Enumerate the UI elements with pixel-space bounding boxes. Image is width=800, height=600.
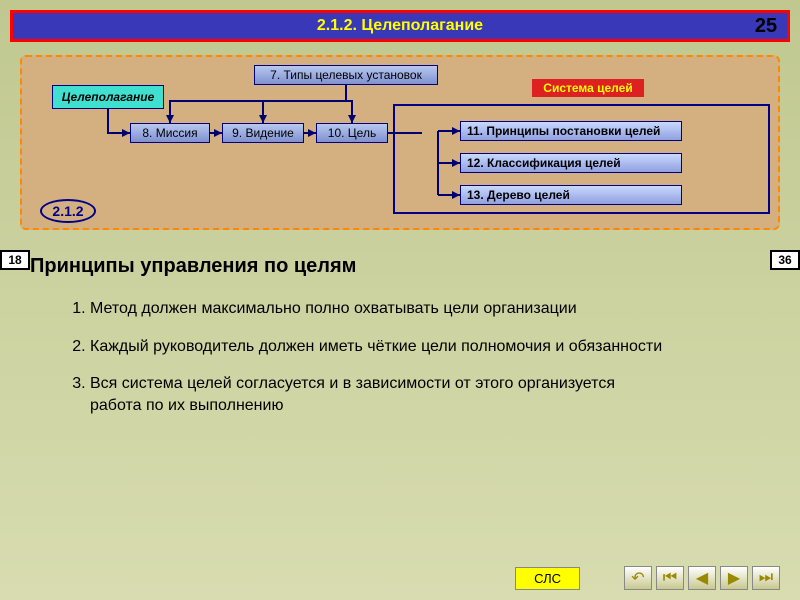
content-area: Принципы управления по целям Метод долже… [30,255,770,432]
diagram-panel: Целеполагание 7. Типы целевых установок … [20,55,780,230]
header-title: 2.1.2. Целеполагание [13,17,787,35]
next-icon[interactable]: ▶ [720,566,748,590]
content-heading: Принципы управления по целям [30,255,770,278]
section-badge: 2.1.2 [40,199,96,223]
node-12[interactable]: 12. Классификация целей [460,153,682,173]
node-9[interactable]: 9. Видение [222,123,304,143]
node-13[interactable]: 13. Дерево целей [460,185,682,205]
node-11[interactable]: 11. Принципы постановки целей [460,121,682,141]
prev-icon[interactable]: ◀ [688,566,716,590]
last-icon[interactable]: ⏭ [752,566,780,590]
slc-button[interactable]: СЛС [515,567,580,590]
label-system: Система целей [532,79,644,97]
header-bar: 2.1.2. Целеполагание [10,10,790,42]
page-number: 25 [746,10,786,42]
list-item: Метод должен максимально полно охватыват… [90,298,770,320]
node-7[interactable]: 7. Типы целевых установок [254,65,438,85]
footer-nav: СЛС ↶ ⏮ ◀ ▶ ⏭ [515,566,780,590]
nav-next-page[interactable]: 36 [770,250,800,270]
node-10[interactable]: 10. Цель [316,123,388,143]
node-root[interactable]: Целеполагание [52,85,164,109]
nav-prev-page[interactable]: 18 [0,250,30,270]
content-list: Метод должен максимально полно охватыват… [90,298,770,416]
list-item: Вся система целей согласуется и в зависи… [90,373,770,416]
undo-icon[interactable]: ↶ [624,566,652,590]
list-item: Каждый руководитель должен иметь чёткие … [90,336,770,358]
node-8[interactable]: 8. Миссия [130,123,210,143]
first-icon[interactable]: ⏮ [656,566,684,590]
